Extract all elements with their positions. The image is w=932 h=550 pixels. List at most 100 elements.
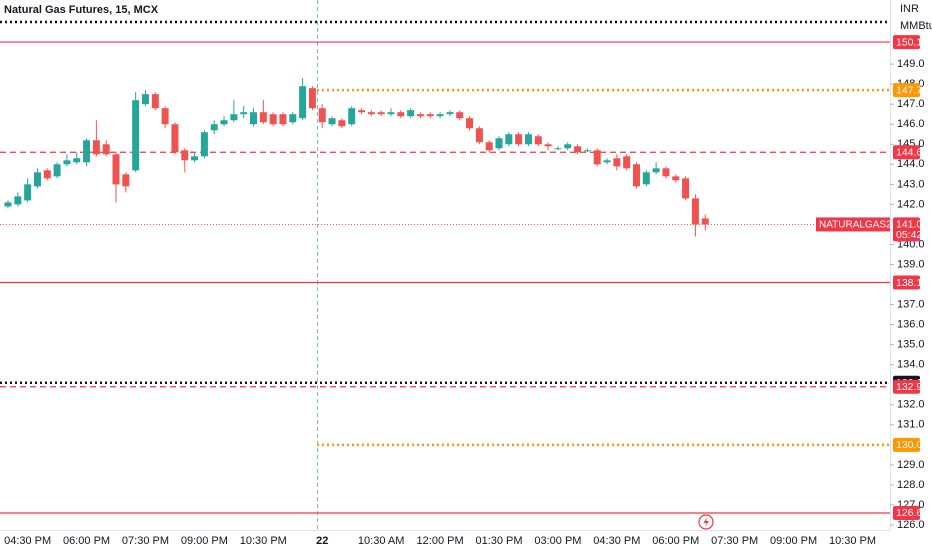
- candle-body: [318, 108, 326, 123]
- candle-body: [102, 144, 110, 155]
- candle-body: [446, 112, 454, 115]
- candle-body: [466, 118, 474, 129]
- candle-body: [632, 164, 640, 187]
- level-label: 130.0: [896, 439, 922, 451]
- candle-body: [338, 120, 346, 127]
- candle-body: [407, 110, 415, 117]
- y-tick-label: 147.0: [897, 98, 925, 110]
- x-tick-label: 10:30 AM: [358, 535, 404, 547]
- candle-body: [426, 114, 434, 117]
- candle-body: [299, 86, 307, 119]
- y-tick-label: 129.0: [897, 459, 925, 471]
- candle-body: [623, 156, 631, 169]
- candle-body: [73, 158, 81, 163]
- x-tick-label: 07:30 PM: [122, 535, 169, 547]
- candle-body: [544, 144, 552, 147]
- alert-icon[interactable]: [698, 514, 714, 530]
- candle-body: [63, 160, 71, 165]
- candle-body: [662, 168, 670, 177]
- candle-body: [613, 158, 621, 167]
- candle-body: [43, 170, 51, 179]
- last-price-tag: [893, 217, 920, 242]
- y-tick-label: 135.0: [897, 339, 925, 351]
- y-tick-label: 126.0: [897, 519, 925, 531]
- candle-body: [122, 174, 130, 187]
- last-price-label: 141.0: [896, 219, 922, 231]
- candle-body: [475, 128, 483, 143]
- candle-body: [397, 112, 405, 117]
- y-tick-label: 149.0: [897, 58, 925, 70]
- candle-body: [505, 134, 513, 145]
- candle-body: [387, 112, 395, 115]
- chart-title: Natural Gas Futures, 15, MCX: [4, 4, 159, 16]
- candle-body: [642, 172, 650, 185]
- candle-body: [554, 148, 562, 150]
- candle-body: [524, 134, 532, 145]
- candle-body: [328, 118, 336, 125]
- x-tick-label: 04:30 PM: [593, 535, 640, 547]
- candle-body: [583, 150, 591, 152]
- candle-body: [181, 150, 189, 161]
- level-tag: [893, 437, 920, 452]
- candle-body: [141, 94, 149, 105]
- level-label: 144.6: [896, 147, 922, 159]
- candle-body: [308, 88, 316, 109]
- candle-body: [92, 140, 100, 155]
- y-tick-label: 137.0: [897, 298, 925, 310]
- x-tick-label: 10:30 PM: [829, 535, 876, 547]
- candle-body: [210, 124, 218, 131]
- x-tick-label: 06:00 PM: [63, 535, 110, 547]
- candle-body: [200, 132, 208, 157]
- level-tag: [893, 505, 920, 520]
- x-tick-label: 12:00 PM: [417, 535, 464, 547]
- x-tick-label: 01:30 PM: [475, 535, 522, 547]
- candle-body: [348, 108, 356, 125]
- candle-body: [112, 154, 120, 185]
- x-tick-label: 09:00 PM: [181, 535, 228, 547]
- y-tick-label: 139.0: [897, 258, 925, 270]
- candle-body: [220, 120, 228, 125]
- symbol-name: NATURALGAS2024: [819, 220, 909, 231]
- candle-body: [4, 202, 12, 207]
- level-tag: [893, 35, 920, 50]
- candle-body: [269, 114, 277, 125]
- y-tick-label: 131.0: [897, 419, 925, 431]
- candle-body: [358, 110, 366, 113]
- y-tick-label: 142.0: [897, 198, 925, 210]
- candle-body: [259, 112, 267, 123]
- candle-body: [456, 112, 464, 119]
- candle-body: [436, 114, 444, 117]
- candle-body: [593, 150, 601, 165]
- x-tick-label: 22: [316, 535, 328, 547]
- candle-body: [485, 142, 493, 151]
- level-label: 132.9: [896, 381, 922, 393]
- level-label: 150.1: [896, 36, 922, 48]
- candle-body: [161, 108, 169, 125]
- y-tick-label: 143.0: [897, 178, 925, 190]
- level-tag: [893, 145, 920, 160]
- x-tick-label: 03:00 PM: [534, 535, 581, 547]
- level-tag: [893, 275, 920, 290]
- y-tick-label: 146.0: [897, 118, 925, 130]
- candle-body: [515, 134, 523, 145]
- candle-body: [691, 198, 699, 225]
- candle-body: [367, 112, 375, 115]
- candle-body: [53, 164, 61, 177]
- candle-body: [279, 114, 287, 125]
- candle-body: [132, 100, 140, 171]
- x-tick-label: 06:00 PM: [652, 535, 699, 547]
- candle-body: [33, 172, 41, 187]
- y-tick-label: 128.0: [897, 479, 925, 491]
- y-tick-label: 134.0: [897, 359, 925, 371]
- candle-body: [83, 140, 91, 163]
- candle-body: [289, 114, 297, 123]
- x-tick-label: 07:30 PM: [711, 535, 758, 547]
- candle-body: [682, 178, 690, 199]
- candle-body: [191, 156, 199, 161]
- y-tick-label: 136.0: [897, 319, 925, 331]
- candle-body: [151, 94, 159, 109]
- level-label: 138.1: [896, 277, 922, 289]
- candle-body: [230, 114, 238, 121]
